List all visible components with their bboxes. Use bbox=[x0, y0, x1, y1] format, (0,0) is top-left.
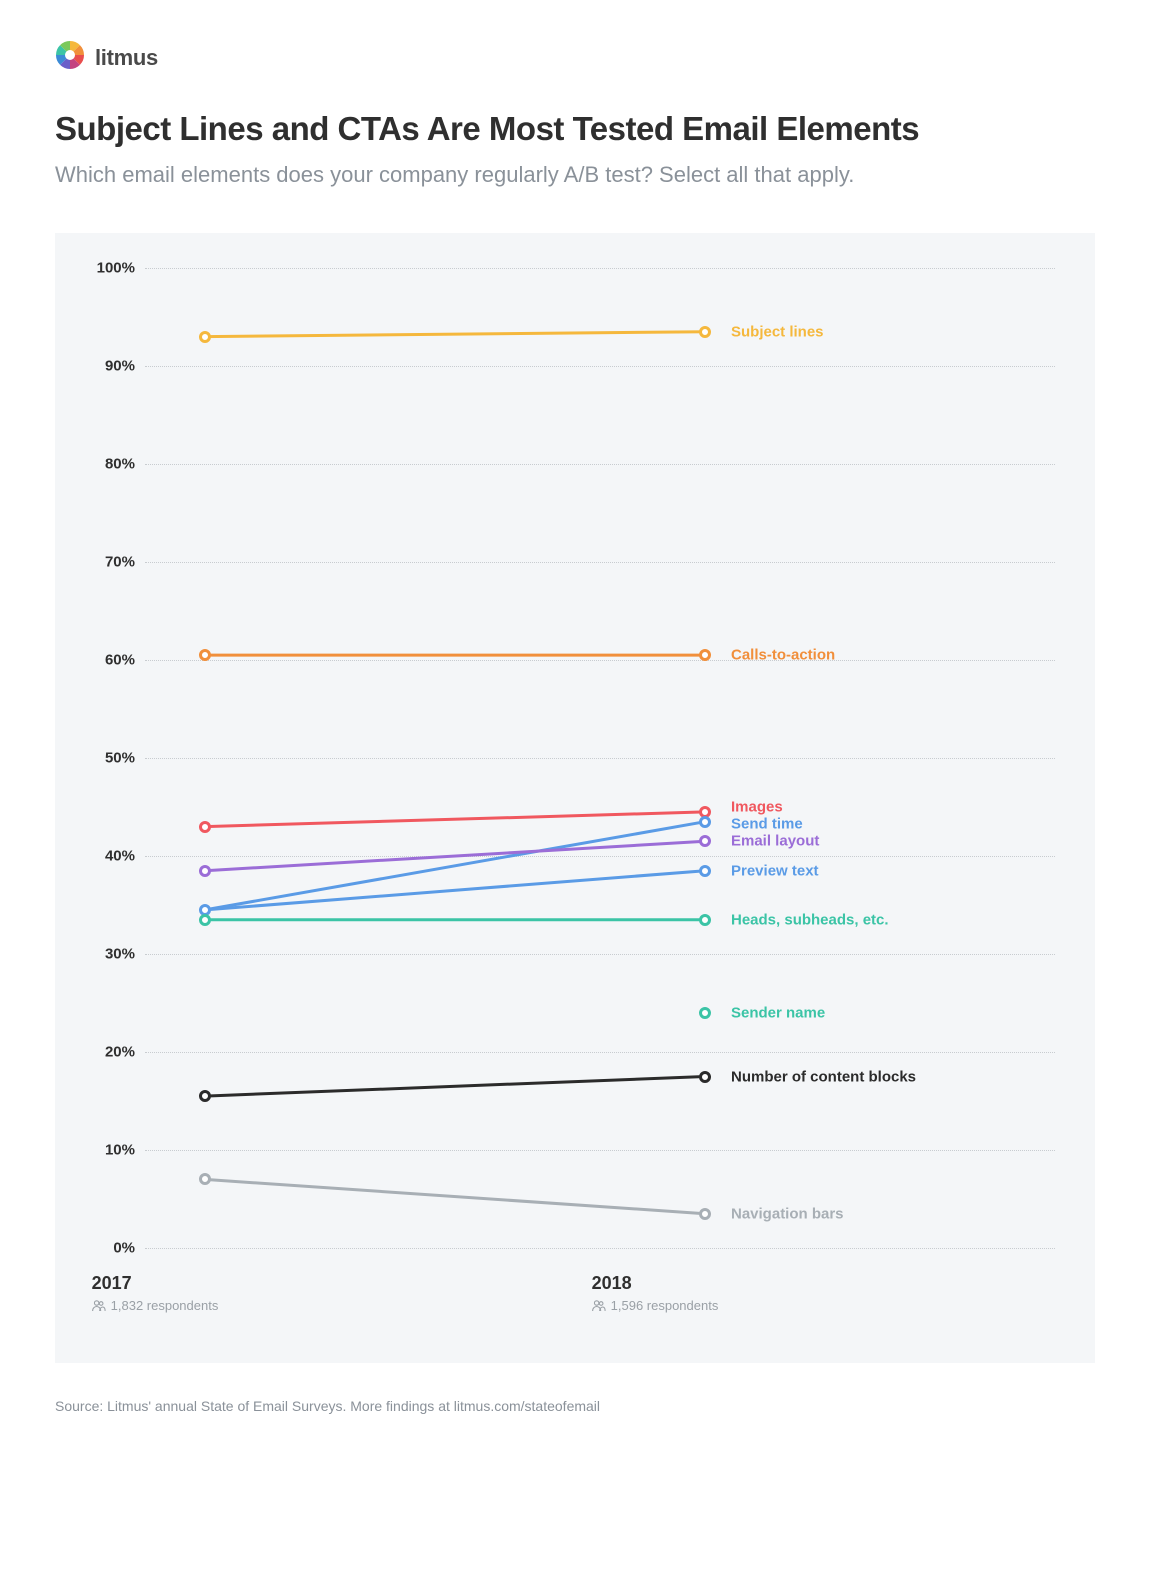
page-title: Subject Lines and CTAs Are Most Tested E… bbox=[55, 110, 1095, 148]
series-label: Number of content blocks bbox=[731, 1068, 916, 1085]
series-label: Images bbox=[731, 799, 783, 816]
data-point-2017 bbox=[199, 1173, 211, 1185]
y-axis-label: 0% bbox=[113, 1240, 135, 1257]
series-label: Calls-to-action bbox=[731, 647, 835, 664]
x-axis-tick: 2017 1,832 respondents bbox=[92, 1273, 219, 1313]
chart-panel: 0% 10% 20% 30% 40% 50% 60% 70% 80% 90% 100% Subject… bbox=[55, 233, 1095, 1363]
source-footnote: Source: Litmus' annual State of Email Su… bbox=[55, 1398, 1095, 1414]
series-line bbox=[205, 812, 705, 827]
series-label: Email layout bbox=[731, 833, 819, 850]
x-axis-respondents: 1,596 respondents bbox=[592, 1298, 719, 1313]
y-axis-label: 60% bbox=[105, 652, 135, 669]
page-subtitle: Which email elements does your company r… bbox=[55, 162, 1095, 188]
data-point-2018 bbox=[699, 865, 711, 877]
data-point-2018 bbox=[699, 914, 711, 926]
litmus-logo-icon bbox=[55, 40, 85, 75]
data-point-2018 bbox=[699, 1071, 711, 1083]
series-label: Sender name bbox=[731, 1004, 825, 1021]
data-point-2017 bbox=[199, 1090, 211, 1102]
y-axis-label: 20% bbox=[105, 1044, 135, 1061]
x-axis-year: 2018 bbox=[592, 1273, 632, 1294]
data-point-2017 bbox=[199, 865, 211, 877]
people-icon bbox=[592, 1300, 606, 1312]
data-point-2018 bbox=[699, 816, 711, 828]
x-axis-respondents: 1,832 respondents bbox=[92, 1298, 219, 1313]
brand-header: litmus bbox=[55, 40, 1095, 75]
data-point-2018 bbox=[699, 835, 711, 847]
gridline bbox=[145, 1248, 1055, 1249]
y-axis-label: 90% bbox=[105, 358, 135, 375]
data-point-2018 bbox=[699, 649, 711, 661]
y-axis-label: 80% bbox=[105, 456, 135, 473]
series-line bbox=[205, 1077, 705, 1097]
y-axis-label: 70% bbox=[105, 554, 135, 571]
data-point-2017 bbox=[199, 821, 211, 833]
data-point-2017 bbox=[199, 649, 211, 661]
series-line bbox=[205, 1179, 705, 1213]
data-point-2018 bbox=[699, 1208, 711, 1220]
series-label: Preview text bbox=[731, 862, 819, 879]
series-label: Subject lines bbox=[731, 323, 824, 340]
y-axis-label: 40% bbox=[105, 848, 135, 865]
data-point-2017 bbox=[199, 331, 211, 343]
y-axis-label: 10% bbox=[105, 1142, 135, 1159]
data-point-2017 bbox=[199, 914, 211, 926]
x-axis-tick: 2018 1,596 respondents bbox=[592, 1273, 719, 1313]
y-axis-label: 100% bbox=[97, 260, 135, 277]
people-icon bbox=[92, 1300, 106, 1312]
series-label: Navigation bars bbox=[731, 1205, 844, 1222]
series-line bbox=[205, 332, 705, 337]
y-axis-label: 30% bbox=[105, 946, 135, 963]
series-line bbox=[205, 871, 705, 910]
chart-plot-area: 0%10%20%30%40%50%60%70%80%90%100%Subject… bbox=[145, 268, 1055, 1248]
brand-name: litmus bbox=[95, 45, 158, 71]
series-label: Heads, subheads, etc. bbox=[731, 911, 889, 928]
y-axis-label: 50% bbox=[105, 750, 135, 767]
x-axis-year: 2017 bbox=[92, 1273, 132, 1294]
series-label: Send time bbox=[731, 815, 803, 832]
data-point-2018 bbox=[699, 326, 711, 338]
data-point-2018 bbox=[699, 1007, 711, 1019]
x-axis: 2017 1,832 respondents 2018 1,596 responden… bbox=[95, 1273, 1055, 1318]
